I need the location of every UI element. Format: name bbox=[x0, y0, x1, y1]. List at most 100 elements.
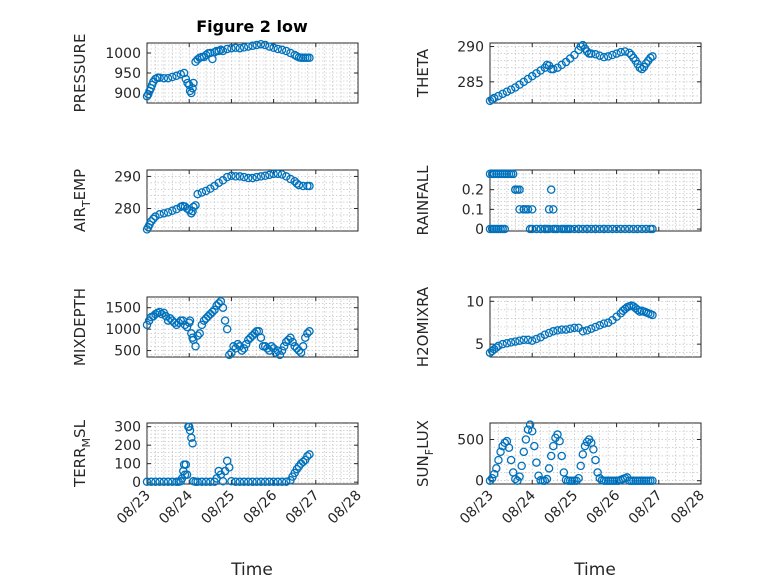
data-point bbox=[248, 41, 257, 51]
data-point bbox=[496, 447, 505, 457]
data-point bbox=[222, 324, 232, 334]
data-point bbox=[593, 468, 602, 477]
data-point bbox=[193, 477, 202, 487]
data-point bbox=[201, 314, 211, 323]
data-point bbox=[159, 477, 169, 487]
x-tick-label: 08/28 bbox=[668, 488, 708, 528]
data-point bbox=[489, 469, 499, 479]
data-point bbox=[241, 339, 251, 349]
panel-theta: 285 290 THETA bbox=[414, 40, 702, 106]
data-point bbox=[519, 335, 529, 345]
data-point bbox=[551, 224, 560, 234]
data-point bbox=[231, 172, 240, 181]
data-point bbox=[648, 476, 657, 485]
y-tick-label: 500 bbox=[114, 344, 141, 360]
data-point bbox=[536, 66, 545, 75]
data-point bbox=[563, 224, 573, 234]
data-point bbox=[155, 307, 164, 317]
data-point bbox=[500, 438, 510, 448]
plot-frame bbox=[146, 422, 359, 485]
data-point bbox=[155, 73, 164, 83]
data-point bbox=[161, 312, 171, 321]
data-point bbox=[544, 205, 554, 214]
data-point bbox=[546, 451, 556, 461]
data-point bbox=[189, 78, 198, 88]
data-point bbox=[527, 205, 537, 214]
data-point bbox=[591, 322, 600, 332]
data-point bbox=[576, 42, 585, 51]
data-point bbox=[620, 47, 630, 56]
data-point bbox=[305, 181, 314, 191]
y-axis-label: TERRMSL bbox=[71, 419, 93, 488]
data-point bbox=[515, 80, 524, 89]
data-point bbox=[519, 447, 529, 457]
data-point bbox=[532, 334, 541, 344]
panel-rainfall: 0 0.1 0.2 RAINFALL bbox=[414, 165, 702, 238]
data-point bbox=[494, 455, 503, 465]
data-point bbox=[218, 303, 228, 312]
data-point bbox=[555, 436, 564, 446]
data-point bbox=[492, 464, 501, 473]
data-point bbox=[612, 224, 621, 234]
data-point bbox=[235, 477, 245, 487]
data-point bbox=[282, 46, 291, 56]
panel-mixdepth: 500 1000 1500 MIXDEPTH bbox=[71, 288, 359, 366]
data-point bbox=[195, 329, 204, 338]
data-point bbox=[485, 476, 495, 485]
y-tick-label: 0 bbox=[475, 222, 484, 238]
data-point bbox=[620, 304, 630, 314]
data-point bbox=[159, 209, 169, 218]
y-tick-label: 5 bbox=[475, 337, 484, 353]
data-point bbox=[582, 326, 592, 335]
data-point bbox=[303, 329, 312, 338]
data-point bbox=[300, 333, 310, 342]
data-point bbox=[527, 336, 537, 345]
data-point bbox=[591, 50, 600, 59]
data-point bbox=[197, 320, 207, 330]
data-point bbox=[633, 224, 642, 234]
data-point bbox=[244, 477, 253, 487]
x-tick-label: 08/27 bbox=[626, 488, 666, 528]
y-tick-label: 1000 bbox=[105, 46, 141, 62]
data-point bbox=[521, 205, 531, 214]
data-point bbox=[570, 50, 579, 60]
data-point bbox=[489, 93, 499, 103]
data-point bbox=[275, 350, 285, 360]
data-point bbox=[494, 91, 503, 101]
y-tick-label: 1000 bbox=[105, 322, 141, 338]
data-point bbox=[260, 40, 270, 50]
x-tick-label: 08/28 bbox=[325, 488, 365, 528]
data-point bbox=[612, 49, 621, 58]
data-point bbox=[553, 63, 562, 72]
data-point bbox=[648, 224, 657, 234]
data-point bbox=[269, 477, 278, 487]
data-point bbox=[220, 316, 230, 325]
y-axis-label: RAINFALL bbox=[414, 165, 432, 236]
data-point bbox=[206, 184, 215, 193]
y-tick-label: 290 bbox=[114, 169, 141, 185]
data-point bbox=[519, 77, 529, 87]
data-point bbox=[277, 45, 287, 55]
data-point bbox=[142, 320, 152, 330]
data-point bbox=[277, 477, 287, 487]
data-point bbox=[582, 437, 592, 447]
data-point bbox=[188, 83, 197, 93]
data-point bbox=[185, 86, 195, 96]
data-point bbox=[576, 461, 585, 471]
data-point bbox=[578, 327, 588, 336]
data-point bbox=[515, 336, 524, 345]
data-point bbox=[620, 224, 630, 234]
data-point bbox=[648, 310, 657, 320]
data-point bbox=[641, 224, 651, 234]
data-point bbox=[603, 318, 613, 327]
data-point bbox=[222, 44, 232, 54]
data-point bbox=[294, 180, 304, 190]
data-point bbox=[250, 329, 259, 338]
x-tick-label: 08/25 bbox=[541, 488, 581, 528]
data-point bbox=[540, 330, 550, 339]
data-point bbox=[523, 74, 533, 84]
data-point bbox=[536, 224, 545, 234]
data-point bbox=[616, 224, 626, 234]
data-point bbox=[527, 71, 537, 81]
